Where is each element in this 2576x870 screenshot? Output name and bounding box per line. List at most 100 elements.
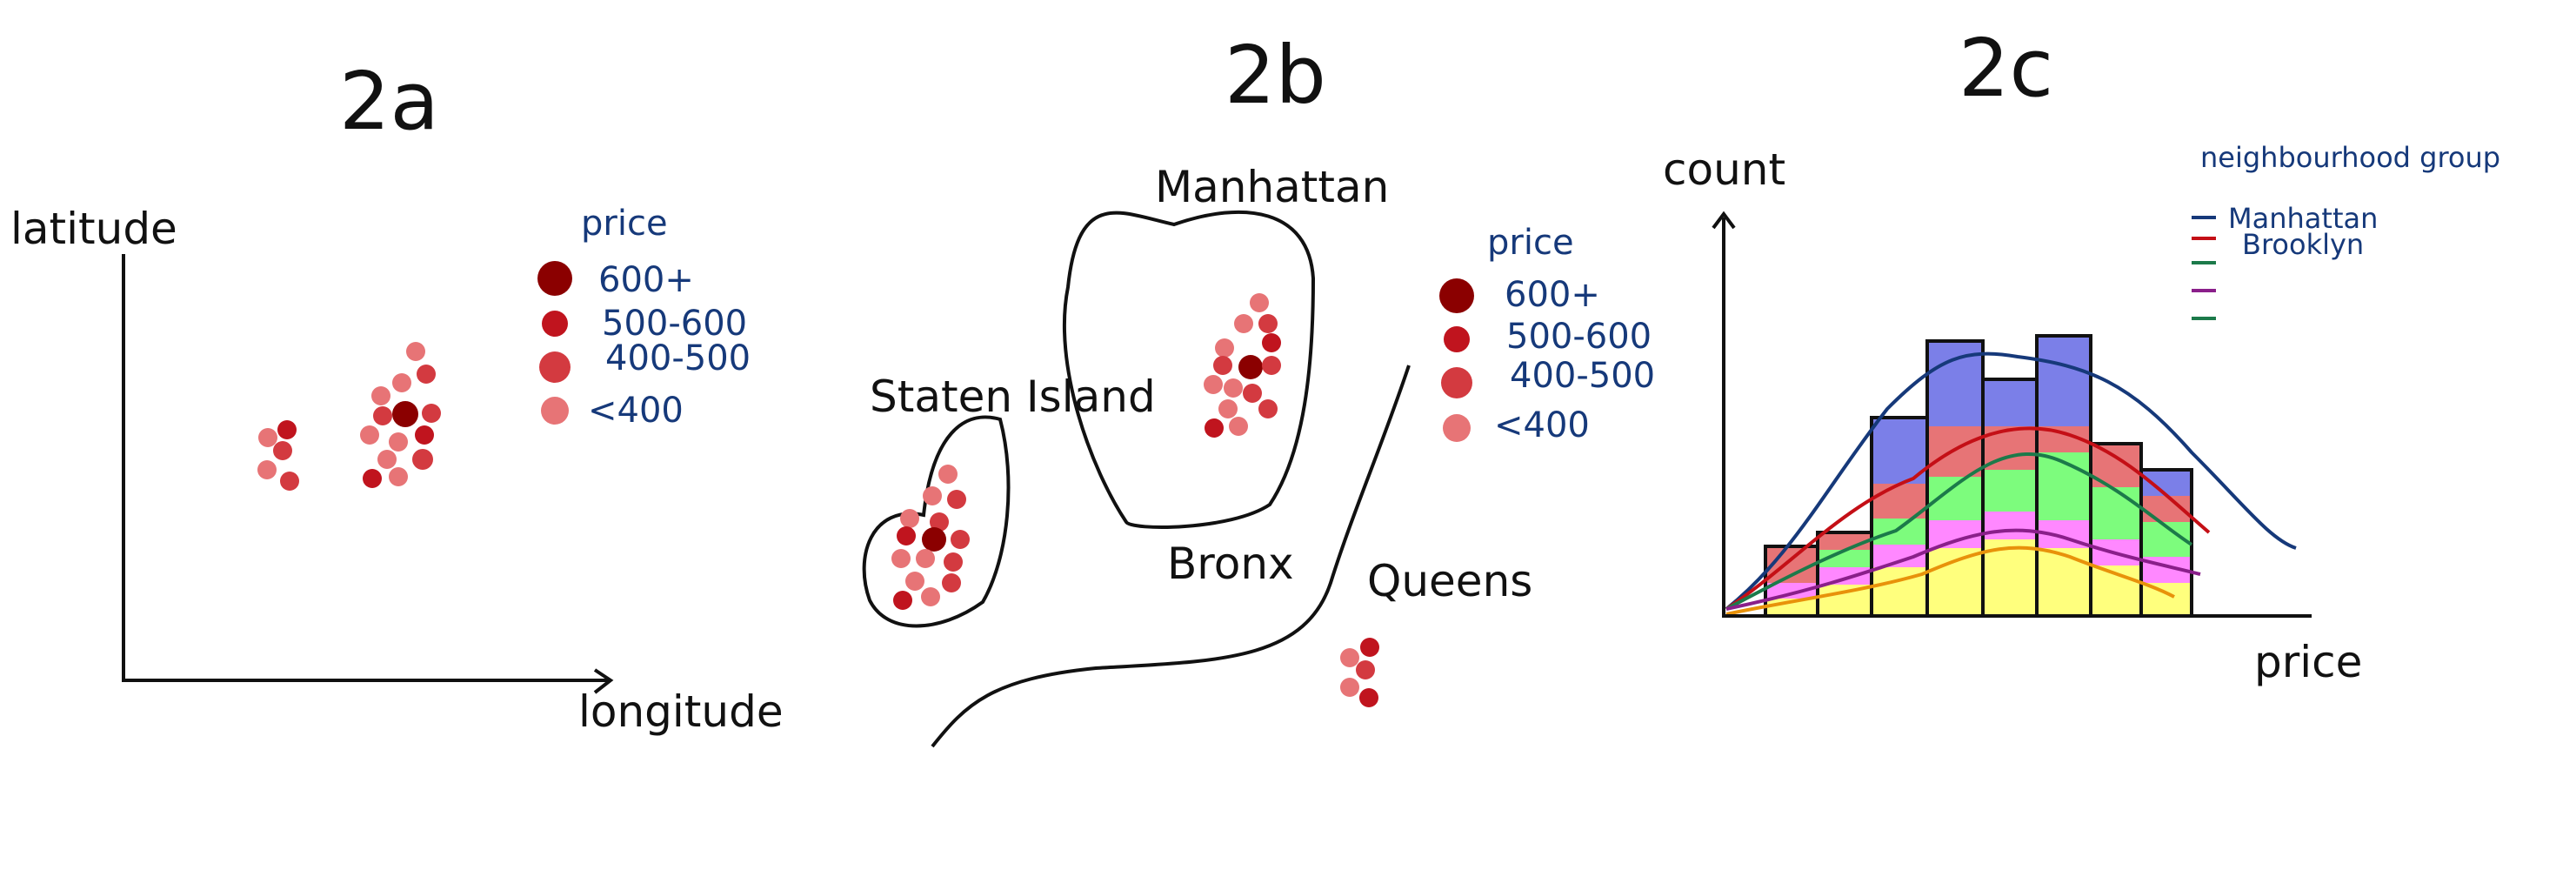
point-2b bbox=[1360, 638, 1379, 657]
staten-island-outline bbox=[862, 415, 1011, 628]
panel-title-2a: 2a bbox=[339, 55, 439, 148]
point-2b bbox=[1205, 418, 1224, 438]
axis-arrow-2c bbox=[1712, 211, 1736, 230]
point-2a bbox=[273, 441, 292, 460]
legend-label-2b: <400 bbox=[1494, 405, 1590, 445]
legend-label-2b: 400-500 bbox=[1510, 356, 1655, 396]
point-2b bbox=[900, 509, 919, 528]
legend-2a: price 600+ 500-600 400-500 <400 bbox=[537, 204, 751, 431]
point-2a bbox=[392, 373, 411, 392]
point-2b bbox=[1359, 688, 1378, 707]
point-2a bbox=[277, 420, 297, 439]
legend-swatch-2b bbox=[1443, 414, 1471, 442]
curve-purple bbox=[1725, 528, 2201, 611]
legend-label-2a: 500-600 bbox=[602, 304, 747, 344]
legend-title-2a: price bbox=[581, 204, 668, 244]
point-2a bbox=[363, 469, 382, 488]
manhattan-outline bbox=[1062, 210, 1316, 529]
point-2b bbox=[921, 587, 940, 606]
y-axis-label-2a: latitude bbox=[10, 204, 177, 254]
panel-title-2b: 2b bbox=[1225, 29, 1326, 122]
point-2b bbox=[1204, 375, 1223, 394]
point-2a bbox=[392, 401, 418, 427]
legend-swatch-2a bbox=[537, 261, 572, 296]
panel-title-2c: 2c bbox=[1959, 22, 2053, 115]
point-2b bbox=[1215, 338, 1234, 358]
point-2a bbox=[258, 428, 277, 447]
axes-2a bbox=[122, 254, 609, 682]
legend-label-2b: 600+ bbox=[1505, 275, 1600, 315]
legend-label-2a: 600+ bbox=[598, 260, 694, 300]
point-2b bbox=[1340, 648, 1359, 667]
scatter-points-manhattan bbox=[1204, 293, 1281, 438]
point-2a bbox=[422, 404, 441, 423]
point-2b bbox=[1238, 355, 1263, 379]
point-2b bbox=[1258, 314, 1278, 333]
legend-swatch-2b bbox=[1444, 326, 1470, 352]
legend-title-2c: neighbourhood group bbox=[2200, 141, 2500, 174]
point-2a bbox=[371, 386, 390, 405]
legend-2c: neighbourhood group Manhattan Brooklyn bbox=[2192, 141, 2500, 320]
point-2b bbox=[942, 573, 961, 592]
point-2b bbox=[916, 549, 935, 568]
hist-layer-fourth bbox=[1765, 583, 1818, 599]
region-label-staten-island: Staten Island bbox=[870, 371, 1156, 422]
curve-orange bbox=[1725, 545, 2175, 616]
river-boundary bbox=[931, 365, 1411, 748]
hist-layer-third bbox=[1983, 470, 2037, 512]
legend-swatch-2b bbox=[1441, 367, 1472, 398]
point-2b bbox=[891, 549, 911, 568]
curve-brooklyn bbox=[1725, 426, 2211, 611]
point-2b bbox=[1250, 293, 1269, 312]
point-2b bbox=[951, 530, 970, 549]
point-2a bbox=[280, 472, 299, 491]
point-2b bbox=[944, 552, 963, 572]
legend-swatch-2a bbox=[541, 397, 569, 425]
region-label-manhattan: Manhattan bbox=[1155, 162, 1389, 212]
point-2a bbox=[257, 460, 277, 479]
point-2b bbox=[1340, 678, 1359, 697]
axis-arrow-2a bbox=[593, 668, 614, 694]
point-2b bbox=[1356, 660, 1375, 679]
scatter-points-2a bbox=[257, 342, 441, 491]
point-2b bbox=[938, 465, 958, 484]
point-2b bbox=[1262, 333, 1281, 352]
panel-2c: 2c count price bbox=[1663, 22, 2500, 687]
y-axis-label-2c: count bbox=[1663, 144, 1785, 195]
point-2b bbox=[922, 527, 946, 552]
region-label-bronx: Bronx bbox=[1167, 539, 1294, 589]
point-2a bbox=[415, 425, 434, 445]
point-2b bbox=[893, 591, 912, 610]
scatter-points-queens bbox=[1340, 638, 1379, 707]
point-2b bbox=[897, 526, 916, 545]
legend-swatch-2a bbox=[539, 351, 571, 383]
hist-layer-bottom bbox=[2037, 548, 2091, 616]
legend-label-2a: <400 bbox=[588, 391, 684, 431]
point-2a bbox=[389, 467, 408, 486]
point-2b bbox=[1258, 399, 1278, 418]
point-2b bbox=[930, 512, 949, 532]
point-2b bbox=[947, 490, 966, 509]
point-2b bbox=[1262, 356, 1281, 375]
scatter-points-staten-island bbox=[891, 465, 970, 610]
curve-manhattan bbox=[1725, 351, 2297, 611]
point-2a bbox=[412, 449, 433, 470]
point-2b bbox=[1234, 314, 1253, 333]
point-2a bbox=[373, 406, 392, 425]
legend-label-2b: 500-600 bbox=[1506, 317, 1652, 357]
axes-2c bbox=[1722, 218, 2312, 618]
point-2a bbox=[406, 342, 425, 361]
point-2b bbox=[1224, 378, 1243, 398]
point-2b bbox=[1229, 417, 1248, 436]
x-axis-label-2c: price bbox=[2254, 637, 2362, 687]
hist-layer-top bbox=[1983, 379, 2037, 426]
panel-2b: 2b Manhattan Staten Island bbox=[862, 29, 1655, 748]
point-2a bbox=[377, 450, 397, 469]
legend-2b: price 600+ 500-600 400-500 <400 bbox=[1439, 223, 1655, 445]
hist-layer-fourth bbox=[1983, 512, 2037, 539]
point-2a bbox=[389, 432, 408, 452]
density-curves bbox=[1725, 351, 2297, 616]
hist-layer-bottom bbox=[1927, 548, 1983, 616]
hist-layer-third bbox=[1818, 550, 1872, 567]
